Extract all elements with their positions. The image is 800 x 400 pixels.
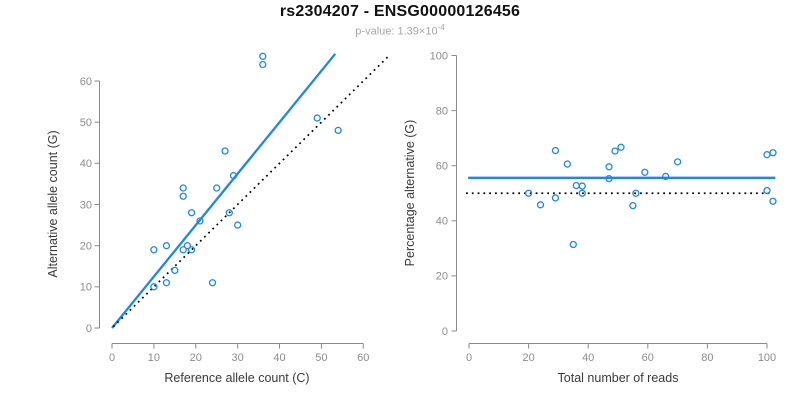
x-axis-title: Total number of reads xyxy=(558,371,679,385)
data-point xyxy=(259,52,267,60)
data-point xyxy=(629,201,637,210)
x-tick-label: 0 xyxy=(109,352,115,364)
x-tick-label: 60 xyxy=(357,352,369,364)
data-point xyxy=(162,279,171,287)
x-tick-label: 40 xyxy=(273,352,285,364)
data-point xyxy=(611,147,619,155)
x-tick-label: 0 xyxy=(466,352,472,364)
y-tick-label: 80 xyxy=(436,105,448,117)
data-point xyxy=(524,189,533,197)
data-point xyxy=(563,160,571,168)
data-point xyxy=(551,194,560,202)
y-axis-title: Alternative allele count (G) xyxy=(46,130,60,277)
x-tick-label: 20 xyxy=(190,352,202,364)
y-tick-label: 30 xyxy=(80,199,92,211)
y-tick-label: 0 xyxy=(86,323,92,335)
y-tick-label: 40 xyxy=(436,216,448,228)
data-point xyxy=(187,209,196,217)
data-point xyxy=(769,149,777,157)
data-point xyxy=(578,189,586,197)
data-point xyxy=(213,184,221,192)
data-point xyxy=(162,242,171,250)
pvalue-exponent: -4 xyxy=(437,23,445,32)
data-point xyxy=(662,172,670,181)
data-point xyxy=(233,221,242,229)
y-tick-label: 10 xyxy=(80,282,92,294)
x-tick-label: 10 xyxy=(148,352,160,364)
data-point xyxy=(632,189,640,197)
data-point xyxy=(208,279,217,287)
y-tick-label: 20 xyxy=(80,240,92,252)
data-point xyxy=(183,242,192,250)
data-point xyxy=(605,163,613,171)
data-point xyxy=(179,192,187,200)
x-tick-label: 60 xyxy=(642,352,654,364)
data-point xyxy=(179,184,187,192)
data-point xyxy=(225,209,233,217)
y-tick-label: 40 xyxy=(80,158,92,170)
data-point xyxy=(150,283,158,291)
data-point xyxy=(196,217,204,225)
left-plot-allele-counts: 0 10 20 30 40 50 60 0 10 20 30 40 50 60 Reference alle… xyxy=(46,52,389,385)
y-tick-label: 60 xyxy=(436,161,448,173)
data-point xyxy=(763,186,771,195)
data-point xyxy=(229,172,238,180)
y-tick-label: 60 xyxy=(80,76,92,88)
data-point xyxy=(569,240,577,249)
x-axis-title: Reference allele count (C) xyxy=(164,371,309,385)
data-point xyxy=(578,182,586,190)
data-point xyxy=(673,158,682,166)
data-point xyxy=(769,197,777,205)
x-tick-label: 40 xyxy=(582,352,594,364)
x-tick-label: 20 xyxy=(522,352,534,364)
y-tick-label: 20 xyxy=(436,271,448,283)
data-point xyxy=(221,147,229,155)
data-point xyxy=(171,266,179,275)
y-tick-label: 0 xyxy=(442,326,448,338)
data-point xyxy=(572,181,580,190)
data-point xyxy=(187,246,196,254)
data-point xyxy=(313,114,321,122)
x-tick-label: 50 xyxy=(315,352,327,364)
right-plot-percentage: 0 20 40 60 80 100 0 20 40 60 80 100 Total number of … xyxy=(403,50,777,385)
x-tick-label: 80 xyxy=(701,352,713,364)
data-point xyxy=(179,246,187,254)
data-point xyxy=(763,151,771,159)
y-tick-label: 100 xyxy=(430,50,448,62)
data-point xyxy=(641,168,649,176)
x-tick-label: 100 xyxy=(758,352,776,364)
y-tick-label: 50 xyxy=(80,117,92,129)
data-point xyxy=(150,246,158,254)
pvalue-text: p-value: 1.39×10 xyxy=(355,25,438,38)
x-tick-label: 30 xyxy=(232,352,244,364)
y-axis-title: Percentage alternative (G) xyxy=(403,120,417,267)
pvalue-subtitle: p-value: 1.39×10-4 xyxy=(0,23,800,38)
data-point xyxy=(536,201,545,209)
regression-line xyxy=(111,53,337,329)
identity-line xyxy=(112,56,389,328)
data-point xyxy=(605,174,613,183)
data-point xyxy=(551,146,560,155)
plot-title: rs2304207 - ENSG00000126456 xyxy=(279,3,521,20)
data-point xyxy=(334,126,342,135)
data-point xyxy=(617,143,625,151)
data-point xyxy=(259,60,267,69)
